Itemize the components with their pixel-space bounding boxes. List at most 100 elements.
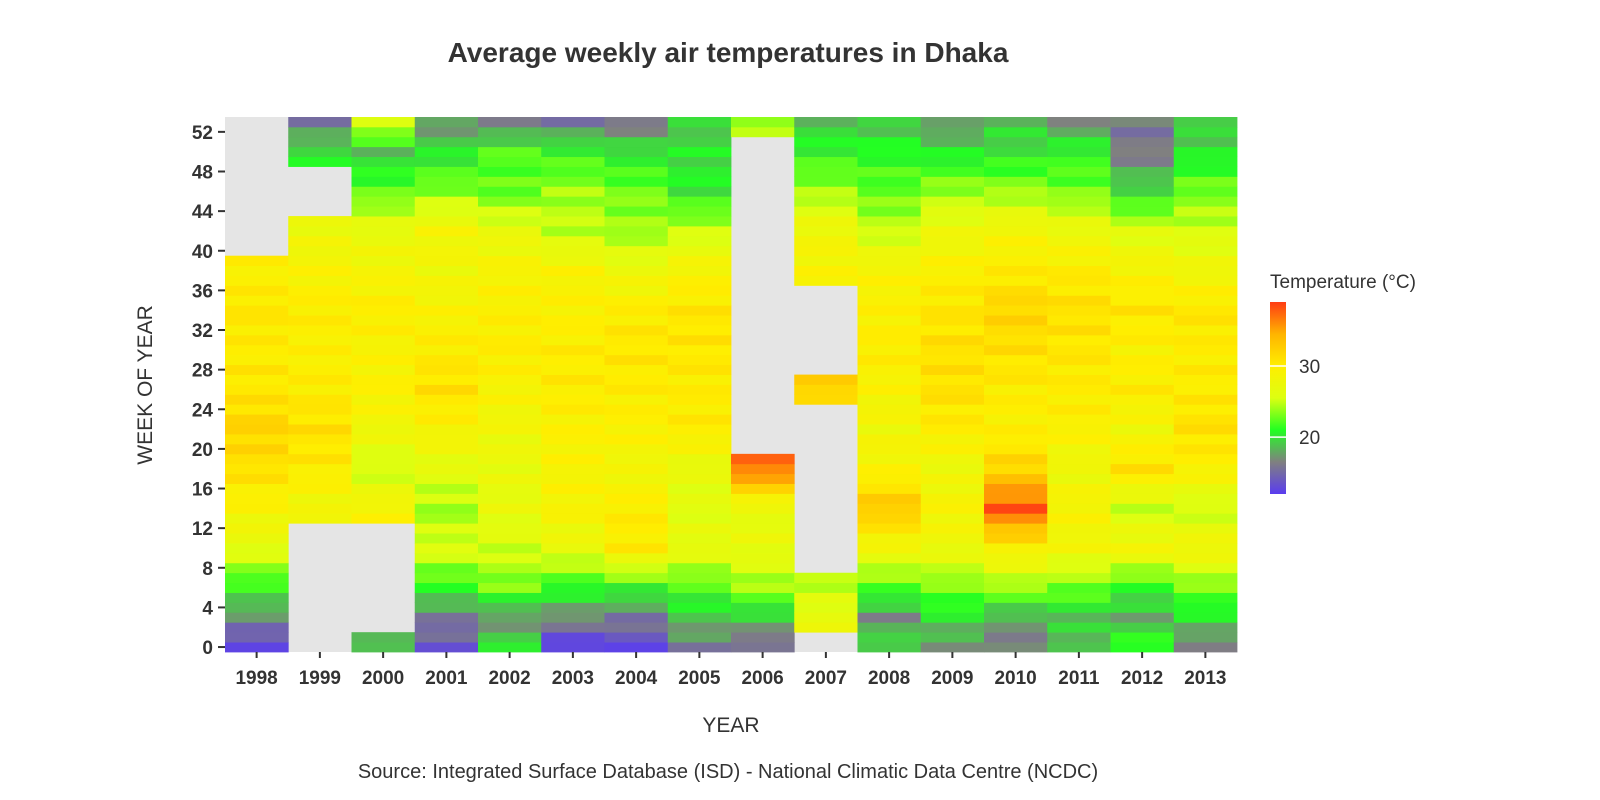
- heatmap-cell: [1173, 156, 1238, 167]
- heatmap-cell: [984, 622, 1048, 633]
- heatmap-cell: [541, 216, 605, 227]
- heatmap-cell: [225, 255, 289, 267]
- heatmap-cell: [667, 265, 732, 276]
- heatmap-cell: [351, 642, 416, 653]
- heatmap-cell: [478, 533, 542, 544]
- heatmap-cell: [478, 483, 542, 494]
- heatmap-cell: [604, 384, 669, 395]
- heatmap-cell: [1110, 642, 1175, 653]
- heatmap-cell: [478, 285, 542, 296]
- heatmap-cell: [1110, 424, 1175, 435]
- heatmap-cell: [1047, 146, 1111, 158]
- heatmap-cell: [414, 117, 479, 128]
- heatmap-cell: [1110, 334, 1175, 346]
- heatmap-cell: [1173, 543, 1238, 554]
- heatmap-cell: [1047, 186, 1111, 197]
- heatmap-cell: [478, 434, 542, 445]
- heatmap-cell: [984, 156, 1048, 167]
- heatmap-cell: [604, 285, 669, 296]
- heatmap-cell: [1047, 235, 1111, 247]
- heatmap-cell: [920, 344, 985, 356]
- heatmap-cell: [541, 186, 605, 197]
- heatmap-cell: [731, 592, 795, 603]
- heatmap-cell: [667, 354, 732, 366]
- x-tick-label: 2000: [362, 668, 404, 689]
- heatmap-cell: [414, 513, 479, 524]
- heatmap-cell: [478, 384, 542, 395]
- heatmap-cell: [604, 533, 669, 544]
- heatmap-cell: [731, 523, 795, 534]
- heatmap-cell: [604, 592, 669, 603]
- heatmap-cell: [541, 334, 605, 346]
- heatmap-cell: [1110, 463, 1175, 475]
- heatmap-cell: [478, 513, 542, 524]
- y-tick-label: 40: [192, 242, 213, 263]
- heatmap-cell: [225, 285, 289, 296]
- heatmap-cell: [225, 612, 289, 623]
- x-tick-label: 2008: [868, 668, 910, 689]
- heatmap-cell: [1047, 434, 1111, 445]
- heatmap-cell: [984, 443, 1048, 455]
- heatmap-cell: [1047, 453, 1111, 465]
- heatmap-cell: [604, 325, 669, 336]
- heatmap-cell: [604, 473, 669, 484]
- heatmap-cell: [288, 146, 352, 158]
- heatmap-cell: [920, 334, 985, 346]
- heatmap-cell: [604, 434, 669, 445]
- heatmap-cell: [351, 295, 416, 306]
- heatmap-cell: [604, 225, 669, 237]
- heatmap-cell: [857, 582, 922, 593]
- heatmap-cell: [478, 364, 542, 375]
- heatmap-cell: [414, 225, 479, 237]
- heatmap-cell: [225, 384, 289, 395]
- heatmap-cell: [414, 146, 479, 158]
- heatmap-cell: [1047, 255, 1111, 267]
- heatmap-cell: [604, 136, 669, 148]
- heatmap-cell: [225, 295, 289, 306]
- heatmap-cell: [414, 126, 479, 138]
- heatmap-cell: [667, 295, 732, 306]
- heatmap-cell: [1173, 463, 1238, 475]
- heatmap-cell: [351, 414, 416, 425]
- heatmap-cell: [478, 325, 542, 336]
- heatmap-cell: [1047, 414, 1111, 425]
- heatmap-cell: [1047, 285, 1111, 296]
- heatmap-cell: [794, 186, 858, 197]
- heatmap-cell: [414, 196, 479, 207]
- heatmap-cell: [288, 295, 352, 306]
- heatmap-cell: [225, 543, 289, 554]
- heatmap-cell: [288, 424, 352, 435]
- heatmap-cell: [225, 473, 289, 484]
- heatmap-cell: [414, 424, 479, 435]
- heatmap-cell: [1173, 285, 1238, 296]
- heatmap-cell: [225, 503, 289, 514]
- heatmap-cell: [478, 523, 542, 534]
- heatmap-cell: [1173, 414, 1238, 425]
- heatmap-cell: [351, 166, 416, 177]
- heatmap-cell: [984, 186, 1048, 197]
- heatmap-cell: [1173, 117, 1238, 128]
- heatmap-cell: [478, 622, 542, 633]
- heatmap-cell: [667, 176, 732, 187]
- heatmap-cell: [1047, 602, 1111, 613]
- heatmap-cell: [541, 552, 605, 564]
- heatmap-cell: [794, 156, 858, 167]
- heatmap-cell: [794, 384, 858, 395]
- heatmap-cell: [794, 196, 858, 207]
- heatmap-cell: [667, 523, 732, 534]
- heatmap-cell: [288, 434, 352, 445]
- heatmap-cell: [984, 533, 1048, 544]
- heatmap-cell: [541, 533, 605, 544]
- heatmap-cell: [984, 334, 1048, 346]
- heatmap-cell: [604, 394, 669, 405]
- heatmap-cell: [288, 483, 352, 494]
- heatmap-cell: [857, 344, 922, 356]
- heatmap-cell: [414, 463, 479, 475]
- heatmap-cell: [351, 275, 416, 286]
- heatmap-cell: [541, 572, 605, 584]
- heatmap-cell: [857, 374, 922, 385]
- heatmap-cell: [604, 483, 669, 494]
- heatmap-cell: [1110, 384, 1175, 395]
- heatmap-cell: [857, 176, 922, 187]
- heatmap-cell: [604, 404, 669, 415]
